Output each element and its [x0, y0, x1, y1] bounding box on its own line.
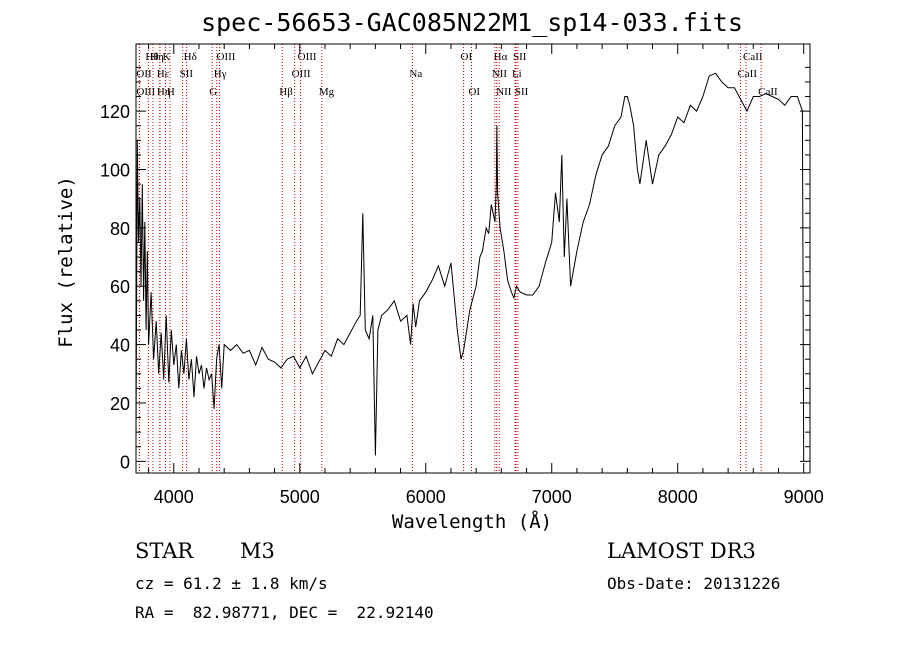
line-marker-label: Li: [512, 68, 522, 80]
line-marker-label: SII: [513, 51, 527, 63]
x-tick-label: 9000: [784, 487, 824, 507]
plot-frame: [135, 43, 811, 474]
y-tick-label: 40: [110, 336, 130, 356]
x-tick-label: 8000: [658, 487, 698, 507]
chart-title: spec-56653-GAC085N22M1_sp14-033.fits: [201, 8, 743, 37]
y-tick-label: 100: [100, 160, 130, 180]
line-marker-label: H: [167, 86, 175, 98]
line-marker-label: Hη: [157, 86, 171, 98]
y-tick-label: 80: [110, 219, 130, 239]
x-axis-ticks: 4000 5000 6000 7000 8000 9000: [148, 44, 824, 507]
line-marker-label: Hγ: [214, 68, 227, 80]
object-subclass: M3: [240, 539, 275, 563]
line-marker-label: OI: [468, 86, 480, 98]
line-marker-label: G: [209, 86, 217, 98]
line-marker-label: Hα: [494, 51, 508, 63]
x-axis-label: Wavelength (Å): [392, 510, 552, 533]
line-marker-label: Hε: [157, 68, 170, 80]
line-marker-label: OIII: [136, 86, 155, 98]
line-marker-label: CaII: [737, 68, 757, 80]
line-marker-label: NII: [496, 86, 512, 98]
line-marker-label: Mg: [319, 86, 335, 98]
x-tick-label: 4000: [154, 487, 194, 507]
emission-line-markers: HθOIIOIIIHηKHεHηSIIHHδOIIIHγGHβOIIIOIIIM…: [136, 44, 778, 473]
survey-name: LAMOST DR3: [607, 539, 756, 563]
x-tick-label: 6000: [406, 487, 446, 507]
line-marker-label: SII: [515, 86, 529, 98]
line-marker-label: OIII: [217, 51, 236, 63]
line-marker-label: K: [162, 51, 170, 63]
coordinates: RA = 82.98771, DEC = 22.92140: [135, 603, 434, 622]
line-marker-label: Hδ: [184, 51, 197, 63]
object-class: STAR: [135, 539, 194, 563]
line-marker-label: Na: [409, 68, 422, 80]
spectrum-series: [135, 72, 805, 462]
line-marker-label: OII: [136, 68, 152, 80]
line-marker-label: CaII: [743, 51, 763, 63]
observation-date: Obs-Date: 20131226: [607, 574, 781, 593]
line-marker-label: Hη: [150, 51, 164, 63]
y-axis-ticks: 0 20 40 60 80 100 120: [100, 66, 810, 472]
line-marker-label: Hβ: [279, 86, 293, 98]
x-tick-label: 5000: [280, 487, 320, 507]
y-tick-label: 20: [110, 394, 130, 414]
line-marker-label: Hθ: [145, 51, 158, 63]
spectrum-line: [135, 72, 805, 462]
y-tick-label: 60: [110, 277, 130, 297]
line-marker-label: OI: [461, 51, 473, 63]
x-tick-label: 7000: [532, 487, 572, 507]
redshift-velocity: cz = 61.2 ± 1.8 km/s: [135, 574, 328, 593]
y-axis-label: Flux (relative): [55, 176, 77, 348]
line-marker-label: OIII: [298, 51, 317, 63]
y-tick-label: 0: [120, 452, 130, 472]
y-tick-label: 120: [100, 102, 130, 122]
line-marker-label: OIII: [292, 68, 311, 80]
